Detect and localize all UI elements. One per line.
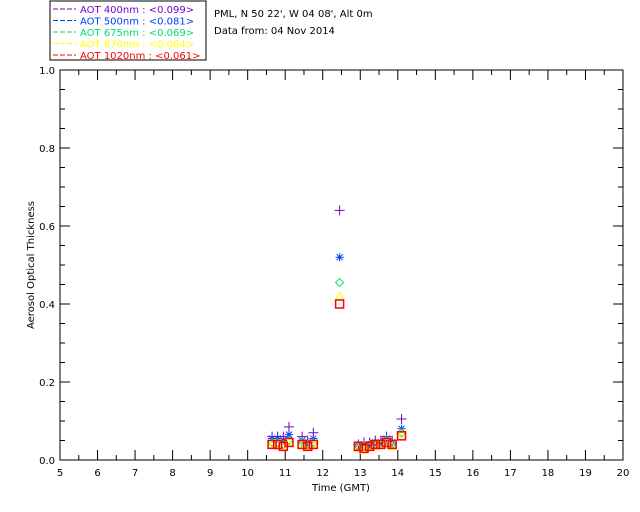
- point-square: [272, 439, 283, 450]
- y-tick-label: 1.0: [39, 66, 55, 77]
- point-asterisk: [284, 430, 293, 439]
- legend-entry: AOT 500nm : <0.081>: [80, 17, 194, 28]
- point-square: [359, 443, 369, 454]
- data-marks: [267, 205, 407, 454]
- point-square: [353, 441, 364, 452]
- x-tick-label: 18: [542, 468, 555, 479]
- point-square: [334, 299, 345, 309]
- point-square: [302, 441, 313, 452]
- x-tick-label: 17: [504, 468, 517, 479]
- y-tick-label: 0.8: [39, 144, 55, 155]
- x-tick-label: 11: [279, 468, 292, 479]
- point-square: [370, 439, 381, 450]
- legend: AOT 400nm : <0.099>AOT 500nm : <0.081>AO…: [53, 5, 200, 62]
- point-plus: [334, 205, 345, 216]
- y-tick-label: 0.4: [39, 300, 55, 311]
- point-square: [387, 439, 397, 450]
- x-tick-label: 12: [316, 468, 329, 479]
- x-tick-label: 14: [391, 468, 404, 479]
- legend-entry: AOT 400nm : <0.099>: [80, 5, 194, 16]
- location-text: PML, N 50 22', W 04 08', Alt 0m: [214, 9, 373, 20]
- x-tick-label: 20: [617, 468, 630, 479]
- x-tick-label: 6: [94, 468, 100, 479]
- point-square: [376, 439, 386, 450]
- point-square: [364, 441, 375, 452]
- x-tick-label: 7: [132, 468, 138, 479]
- y-axis-label: Aerosol Optical Thickness: [26, 201, 37, 329]
- x-axis-label: Time (GMT): [311, 483, 370, 494]
- date-text: Data from: 04 Nov 2014: [214, 26, 335, 37]
- point-square: [381, 437, 392, 448]
- point-plus: [283, 421, 294, 432]
- y-tick-label: 0.2: [39, 378, 55, 389]
- legend-entry: AOT 870nm : <0.064>: [80, 40, 194, 51]
- point-asterisk: [365, 440, 374, 449]
- x-tick-label: 13: [354, 468, 367, 479]
- legend-entry: AOT 1020nm : <0.061>: [80, 51, 200, 62]
- plot-frame: [59, 69, 624, 461]
- x-tick-label: 9: [207, 468, 213, 479]
- point-asterisk: [376, 438, 385, 447]
- x-tick-label: 15: [429, 468, 442, 479]
- axes: 5 6 7 8 9 10 11 12 13 14 15 16 17 18 19 20 0.0 0.2 0.4 0.6 0…: [39, 66, 629, 479]
- x-tick-label: 5: [57, 468, 63, 479]
- x-tick-label: 8: [169, 468, 175, 479]
- point-square: [308, 439, 319, 450]
- point-square: [297, 439, 307, 450]
- x-tick-label: 19: [579, 468, 592, 479]
- y-tick-label: 0.0: [39, 456, 55, 467]
- point-square: [267, 439, 277, 450]
- point-triangle: [396, 429, 407, 439]
- point-triangle: [334, 291, 345, 300]
- x-tick-label: 10: [241, 468, 254, 479]
- y-tick-label: 0.6: [39, 222, 55, 233]
- point-square: [284, 437, 294, 448]
- point-square: [396, 431, 407, 441]
- legend-entry: AOT 675nm : <0.069>: [80, 28, 194, 39]
- point-diamond: [334, 277, 345, 288]
- legend-box: [49, 0, 207, 61]
- point-asterisk: [335, 253, 344, 262]
- point-plus: [396, 414, 407, 425]
- x-tick-label: 16: [466, 468, 479, 479]
